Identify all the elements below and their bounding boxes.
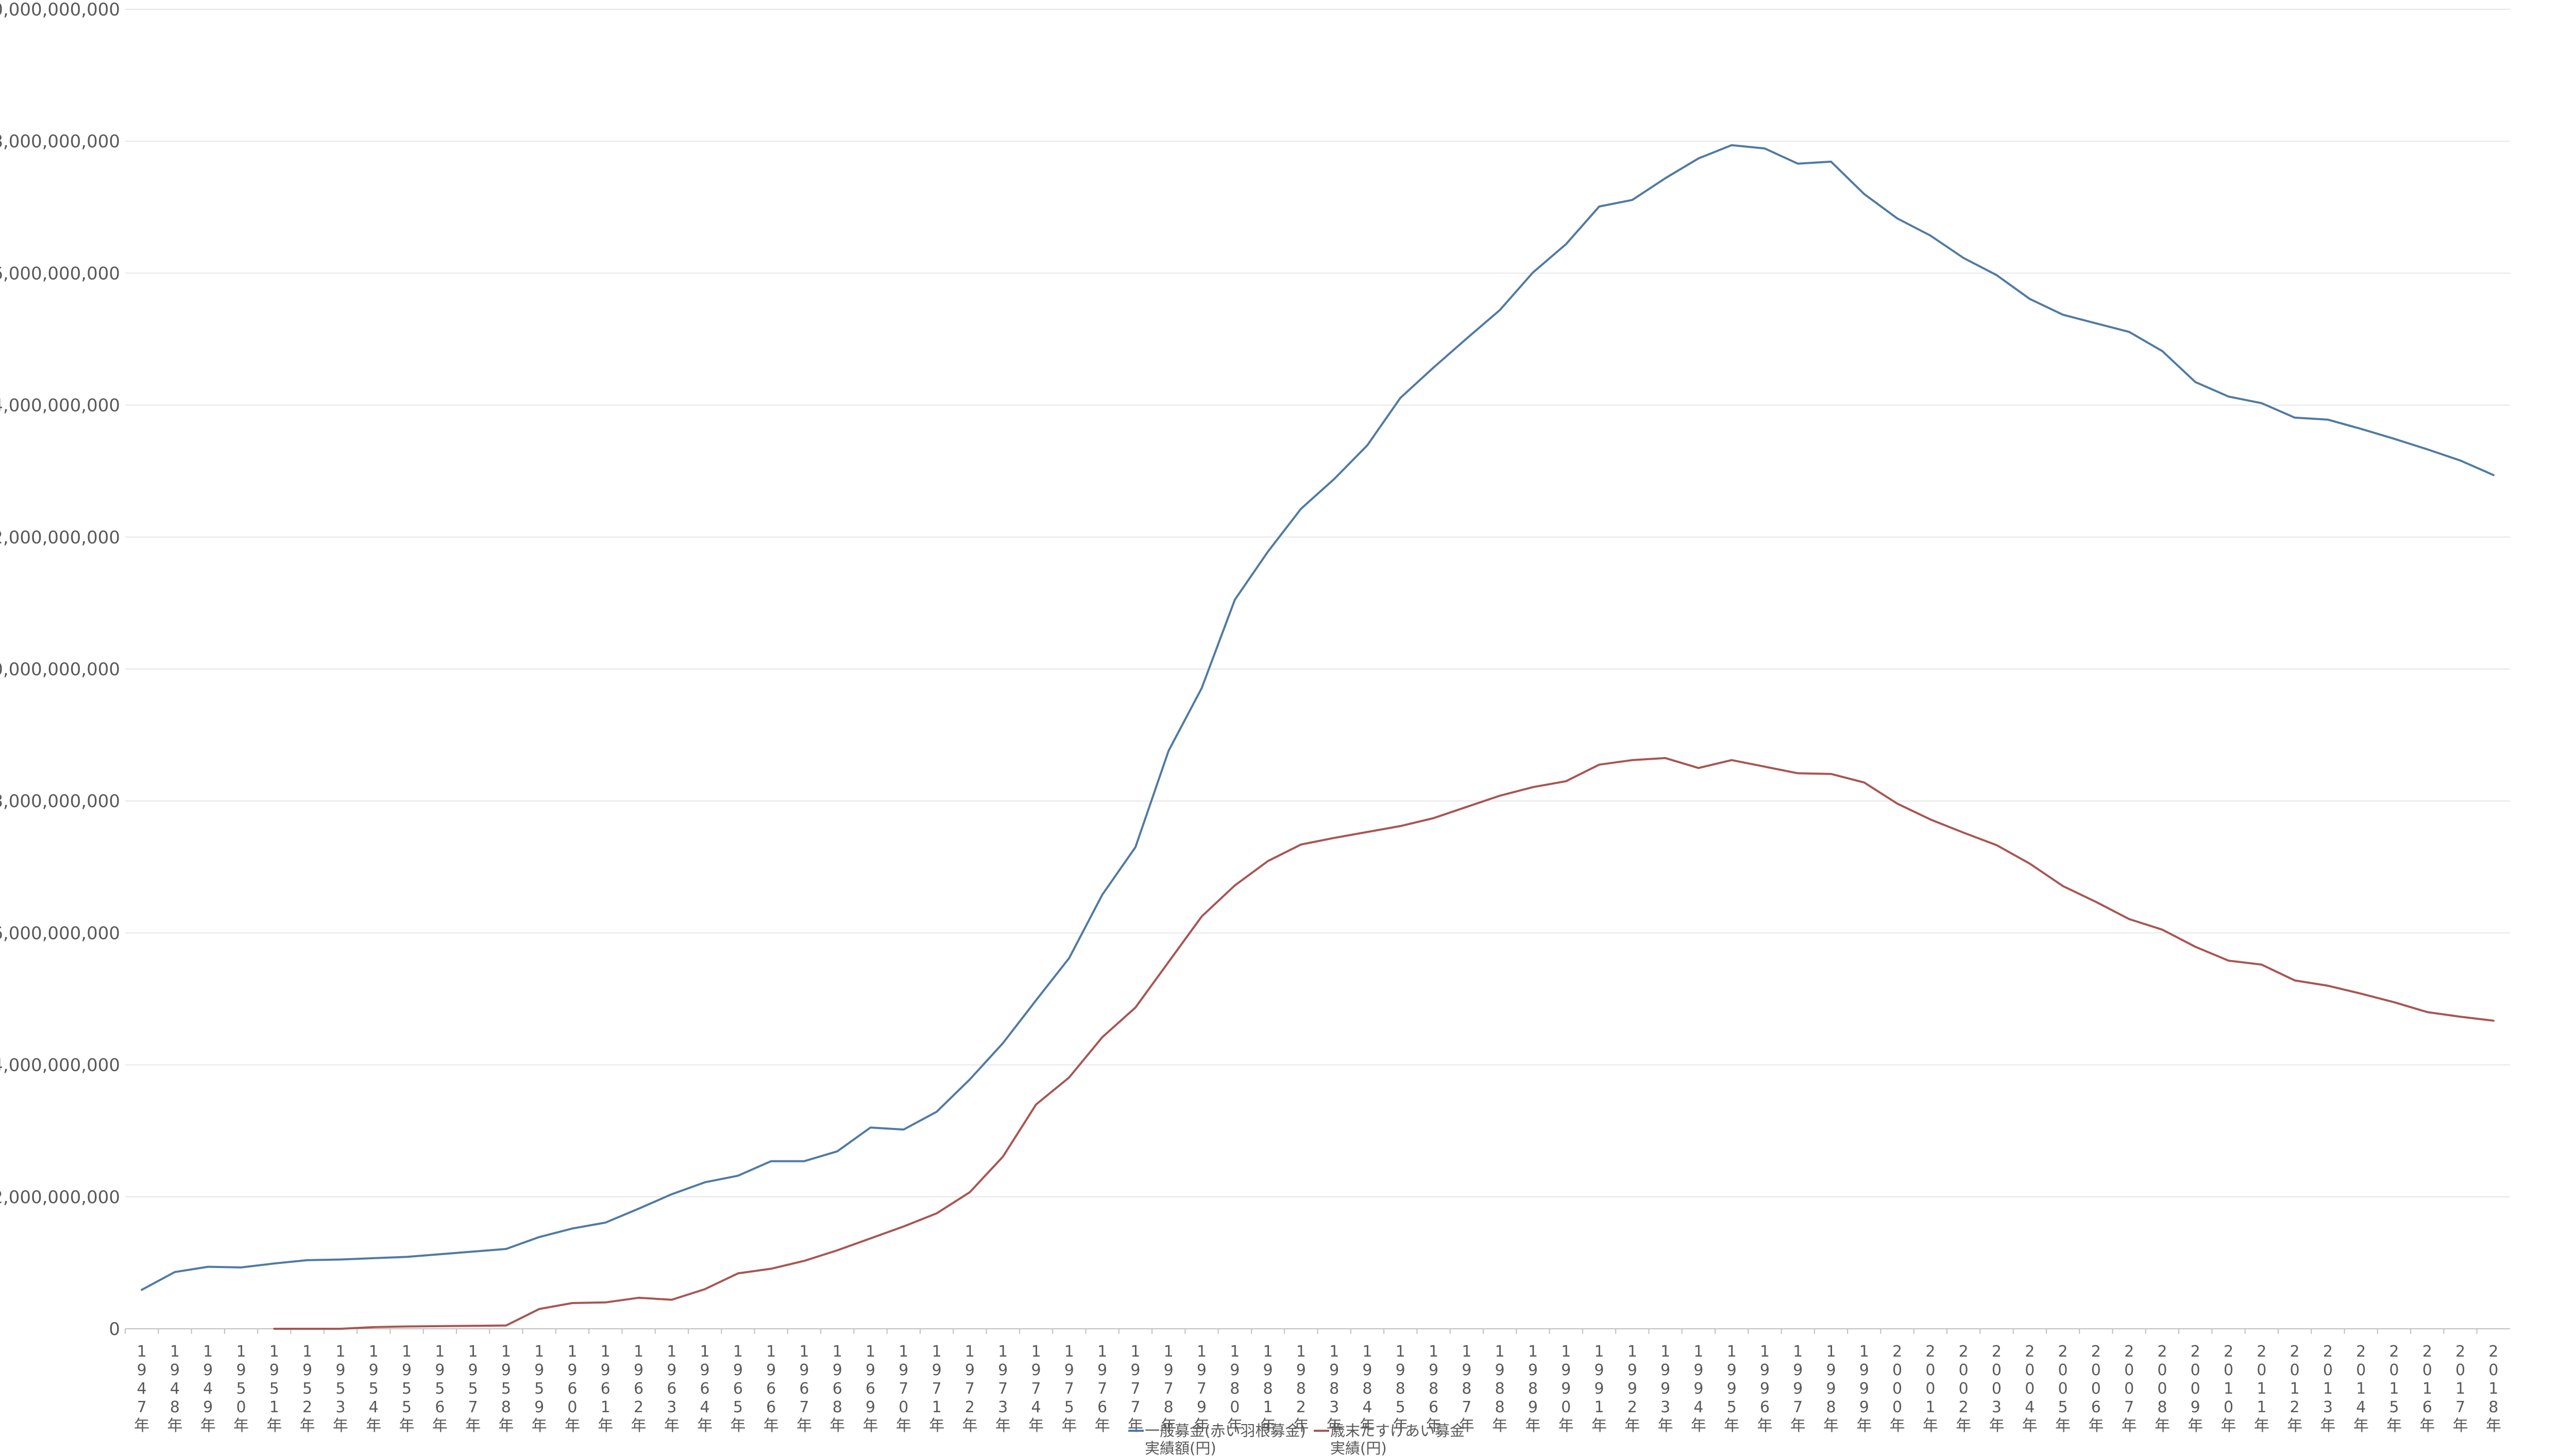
y-tick-label: 2,000,000,000 (0, 1187, 120, 1208)
y-axis-tick-labels: 0 2,000,000,000 4,000,000,000 6,000,000,000… (0, 0, 120, 1340)
x-axis-tick-labels: 1 9 4 7 年 1 9 4 8 年 1 9 4 9 年 1 9 5 0 年 1 9 5 1 年 1 9 5 2 年 1 9 5 3 年 1 9 5 4 年… (125, 1329, 2501, 1435)
y-tick-label: 0 (109, 1319, 120, 1340)
legend-label: 一般募金(赤い羽根募金) (1145, 1422, 1306, 1440)
series-line-2 (273, 757, 2495, 1330)
gridlines (125, 9, 2510, 1329)
legend-label-line2: 実績額(円) (1145, 1440, 1216, 1456)
y-tick-label: 12,000,000,000 (0, 527, 120, 548)
legend-label-line2: 実績(円) (1330, 1440, 1387, 1456)
y-tick-label: 4,000,000,000 (0, 1055, 120, 1076)
y-tick-label: 18,000,000,000 (0, 131, 120, 152)
y-tick-label: 8,000,000,000 (0, 791, 120, 812)
series-lines (141, 144, 2495, 1330)
y-tick-label: 16,000,000,000 (0, 263, 120, 284)
y-tick-label: 6,000,000,000 (0, 923, 120, 944)
series-line-1 (141, 144, 2495, 1291)
y-tick-label: 10,000,000,000 (0, 659, 120, 680)
legend-label: 歳末たすけあい募金 (1330, 1422, 1465, 1440)
y-tick-label: 20,000,000,000 (0, 0, 120, 20)
y-tick-label: 14,000,000,000 (0, 396, 120, 416)
